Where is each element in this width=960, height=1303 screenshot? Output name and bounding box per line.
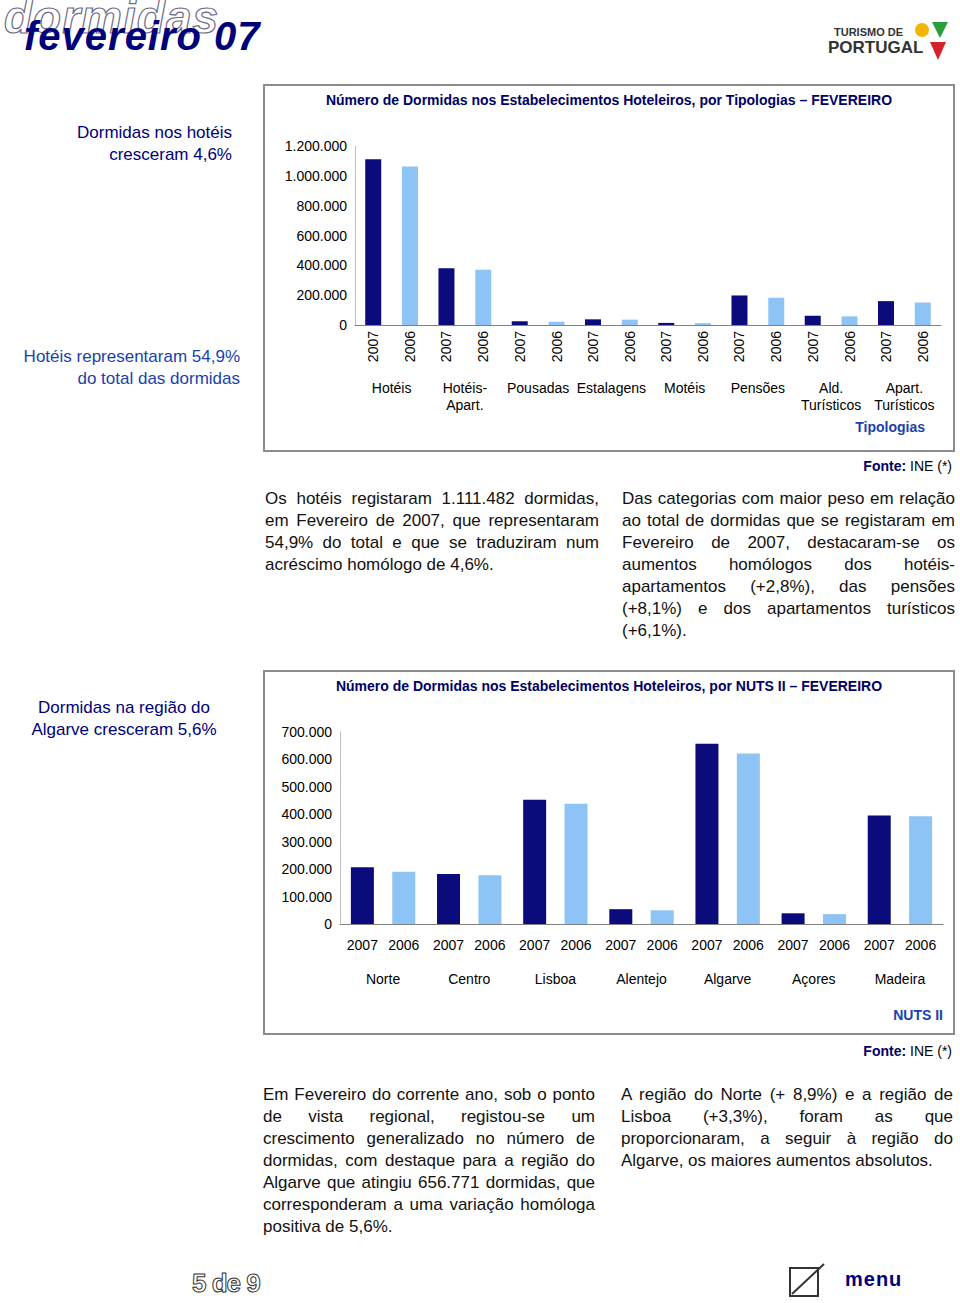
svg-text:2006: 2006 xyxy=(402,331,418,362)
svg-text:200.000: 200.000 xyxy=(296,287,347,303)
html-text:Em Fevereiro do corrente ano,: Em Fevereiro do corrente ano, sob o pont… xyxy=(263,1085,595,1236)
svg-text:2006: 2006 xyxy=(842,331,858,362)
svg-text:500.000: 500.000 xyxy=(281,779,332,795)
svg-text:Pousadas: Pousadas xyxy=(507,380,569,396)
svg-text:400.000: 400.000 xyxy=(281,806,332,822)
html-text:fevereiro 07: fevereiro 07 xyxy=(24,14,261,58)
svg-text:Madeira: Madeira xyxy=(875,971,926,987)
svg-text:300.000: 300.000 xyxy=(281,834,332,850)
svg-text:2007: 2007 xyxy=(778,937,809,953)
svg-text:100.000: 100.000 xyxy=(281,889,332,905)
svg-text:2007: 2007 xyxy=(605,937,636,953)
svg-text:2006: 2006 xyxy=(768,331,784,362)
html-text:Dormidas na região do Algarve: Dormidas na região do Algarve cresceram … xyxy=(31,698,217,739)
html-text:A região do Norte (+ 8,9%) e a: A região do Norte (+ 8,9%) e a região de… xyxy=(621,1085,953,1170)
html-text:Hotéis representaram 54,9% do: Hotéis representaram 54,9% do total das … xyxy=(23,347,240,388)
svg-text:700.000: 700.000 xyxy=(281,724,332,740)
svg-text:2006: 2006 xyxy=(475,331,491,362)
svg-text:200.000: 200.000 xyxy=(281,861,332,877)
svg-text:1.000.000: 1.000.000 xyxy=(285,168,347,184)
html-text:Fonte: INE (*): Fonte: INE (*) xyxy=(863,1043,952,1059)
svg-text:Estalagens: Estalagens xyxy=(577,380,646,396)
svg-text:2006: 2006 xyxy=(647,937,678,953)
svg-text:600.000: 600.000 xyxy=(296,228,347,244)
svg-text:1.200.000: 1.200.000 xyxy=(285,138,347,154)
svg-text:2006: 2006 xyxy=(915,331,931,362)
svg-text:Açores: Açores xyxy=(792,971,836,987)
svg-text:2006: 2006 xyxy=(733,937,764,953)
svg-text:Turísticos: Turísticos xyxy=(801,397,861,413)
svg-text:Lisboa: Lisboa xyxy=(535,971,576,987)
svg-text:2007: 2007 xyxy=(519,937,550,953)
svg-text:800.000: 800.000 xyxy=(296,198,347,214)
svg-text:2007: 2007 xyxy=(658,331,674,362)
svg-text:Algarve: Algarve xyxy=(704,971,752,987)
svg-text:2006: 2006 xyxy=(905,937,936,953)
html-text:PORTUGAL: PORTUGAL xyxy=(828,38,924,57)
svg-text:2006: 2006 xyxy=(622,331,638,362)
html-text:Fonte: INE (*): Fonte: INE (*) xyxy=(863,458,952,474)
svg-text:Ald.: Ald. xyxy=(819,380,843,396)
svg-text:Hotéis-: Hotéis- xyxy=(443,380,488,396)
html-text:Das categorias com maior peso: Das categorias com maior peso em relação… xyxy=(622,489,955,640)
svg-text:2006: 2006 xyxy=(474,937,505,953)
svg-text:2007: 2007 xyxy=(805,331,821,362)
svg-text:Pensões: Pensões xyxy=(731,380,785,396)
svg-text:Turísticos: Turísticos xyxy=(874,397,934,413)
html-text:Dormidas nos hotéis cresceram: Dormidas nos hotéis cresceram 4,6% xyxy=(77,123,232,164)
svg-text:2006: 2006 xyxy=(695,331,711,362)
svg-text:2007: 2007 xyxy=(438,331,454,362)
svg-text:Centro: Centro xyxy=(448,971,490,987)
svg-text:2007: 2007 xyxy=(731,331,747,362)
html-text:Tipologias: Tipologias xyxy=(855,419,925,435)
svg-text:0: 0 xyxy=(339,317,347,333)
svg-text:2006: 2006 xyxy=(819,937,850,953)
svg-text:2006: 2006 xyxy=(388,937,419,953)
svg-text:400.000: 400.000 xyxy=(296,257,347,273)
svg-text:2006: 2006 xyxy=(549,331,565,362)
svg-text:0: 0 xyxy=(324,916,332,932)
svg-text:2007: 2007 xyxy=(878,331,894,362)
svg-text:Hotéis: Hotéis xyxy=(372,380,412,396)
svg-text:Alentejo: Alentejo xyxy=(616,971,667,987)
svg-text:2007: 2007 xyxy=(347,937,378,953)
html-text:TURISMO DE: TURISMO DE xyxy=(834,26,904,38)
svg-text:2007: 2007 xyxy=(691,937,722,953)
svg-text:Motéis: Motéis xyxy=(664,380,705,396)
html-text:NUTS II: NUTS II xyxy=(893,1007,943,1023)
svg-text:2006: 2006 xyxy=(560,937,591,953)
html-text:Número de Dormidas nos Estabel: Número de Dormidas nos Estabelecimentos … xyxy=(335,678,883,694)
svg-text:2007: 2007 xyxy=(864,937,895,953)
html-text:menu: menu xyxy=(845,1268,903,1290)
html-text:5 de 9: 5 de 9 xyxy=(192,1268,260,1298)
svg-text:Apart.: Apart. xyxy=(446,397,483,413)
svg-text:600.000: 600.000 xyxy=(281,751,332,767)
svg-text:Apart.: Apart. xyxy=(886,380,923,396)
svg-text:2007: 2007 xyxy=(585,331,601,362)
svg-text:2007: 2007 xyxy=(433,937,464,953)
html-text:Os hotéis registaram 1.111.482: Os hotéis registaram 1.111.482 dormidas,… xyxy=(265,489,599,574)
svg-text:2007: 2007 xyxy=(365,331,381,362)
html-text:Número de Dormidas nos Estabel: Número de Dormidas nos Estabelecimentos … xyxy=(326,92,892,108)
svg-text:Norte: Norte xyxy=(366,971,400,987)
svg-text:2007: 2007 xyxy=(512,331,528,362)
